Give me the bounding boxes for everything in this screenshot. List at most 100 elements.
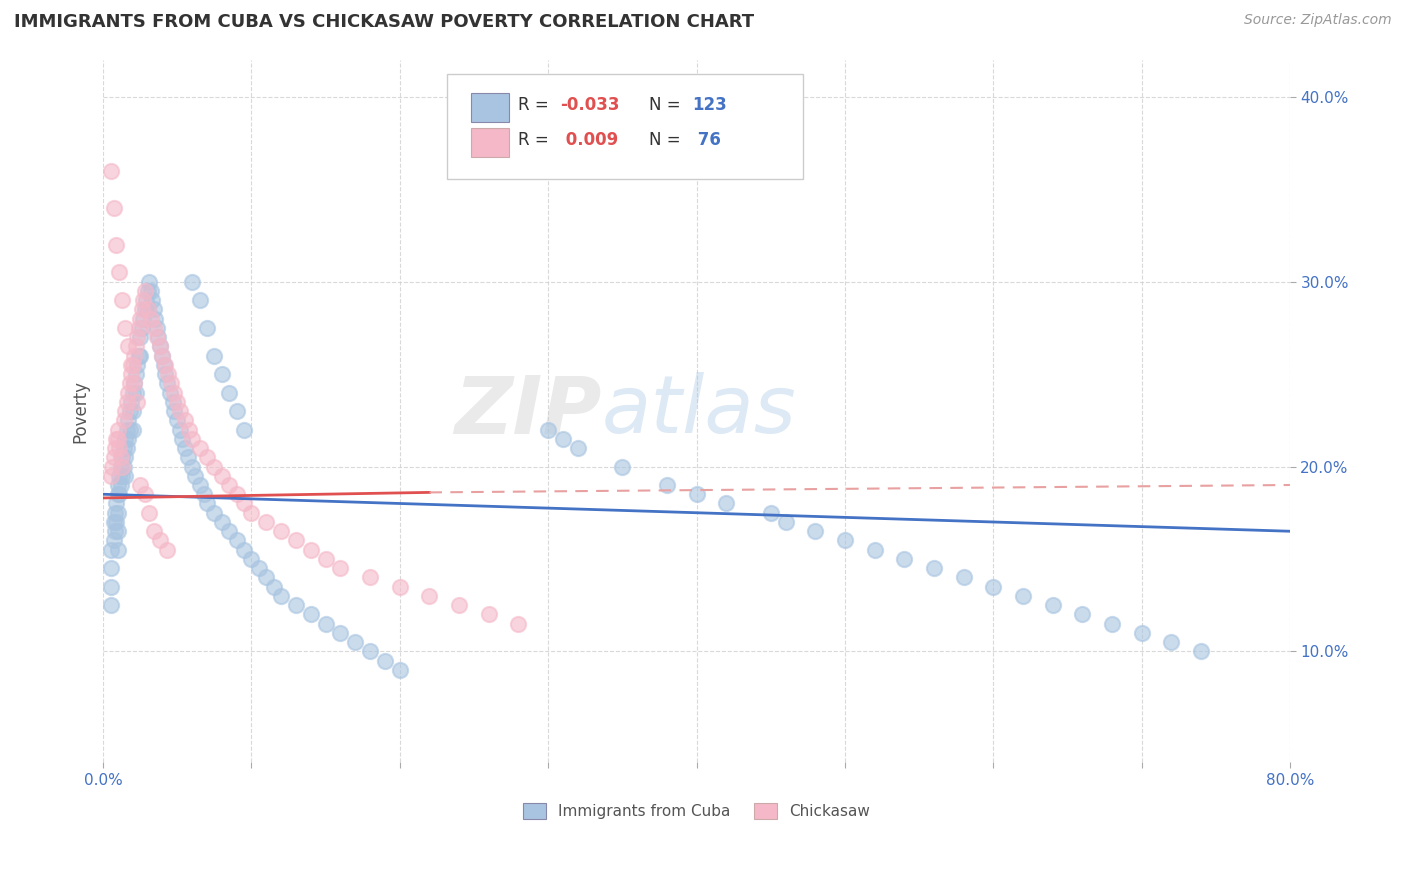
Point: [114, 404, 136, 418]
Point: [163, 404, 186, 418]
Point: [135, 293, 157, 307]
Point: [111, 293, 134, 307]
Point: [551, 432, 574, 446]
FancyBboxPatch shape: [447, 74, 803, 179]
Point: [121, 423, 143, 437]
Text: IMMIGRANTS FROM CUBA VS CHICKASAW POVERTY CORRELATION CHART: IMMIGRANTS FROM CUBA VS CHICKASAW POVERT…: [14, 13, 754, 31]
Point: [124, 376, 146, 391]
Point: [134, 302, 156, 317]
Point: [374, 654, 396, 668]
Point: [863, 542, 886, 557]
Point: [100, 561, 122, 575]
Point: [139, 311, 162, 326]
Point: [254, 570, 277, 584]
Point: [359, 644, 381, 658]
Point: [160, 376, 183, 391]
Point: [299, 607, 322, 622]
Point: [105, 496, 128, 510]
Point: [162, 394, 184, 409]
Point: [173, 441, 195, 455]
Point: [315, 552, 337, 566]
Point: [104, 441, 127, 455]
Point: [202, 506, 225, 520]
Point: [211, 515, 233, 529]
Point: [127, 358, 149, 372]
Point: [100, 468, 122, 483]
Point: [107, 432, 129, 446]
Point: [107, 487, 129, 501]
Point: [478, 607, 501, 622]
Point: [169, 423, 191, 437]
Point: [1101, 616, 1123, 631]
Point: [775, 515, 797, 529]
Point: [685, 487, 707, 501]
Point: [1189, 644, 1212, 658]
Point: [105, 515, 128, 529]
Point: [247, 561, 270, 575]
Point: [537, 423, 560, 437]
Point: [1160, 635, 1182, 649]
Point: [114, 432, 136, 446]
Point: [121, 358, 143, 372]
Point: [129, 311, 152, 326]
Point: [157, 367, 180, 381]
Text: R =: R =: [519, 131, 554, 150]
Point: [1130, 626, 1153, 640]
Point: [129, 330, 152, 344]
Point: [195, 450, 218, 465]
Point: [142, 320, 165, 334]
Point: [118, 423, 141, 437]
Point: [103, 515, 125, 529]
Point: [193, 487, 215, 501]
Point: [270, 589, 292, 603]
Point: [181, 459, 204, 474]
Point: [952, 570, 974, 584]
Point: [359, 570, 381, 584]
Point: [612, 459, 634, 474]
Point: [114, 450, 136, 465]
Point: [152, 349, 174, 363]
Point: [103, 201, 125, 215]
Point: [170, 432, 193, 446]
Point: [121, 385, 143, 400]
Point: [114, 320, 136, 334]
Point: [270, 524, 292, 539]
Point: [100, 163, 122, 178]
Point: [188, 293, 211, 307]
Point: [418, 589, 440, 603]
Point: [100, 580, 122, 594]
Point: [285, 598, 308, 612]
Text: Source: ZipAtlas.com: Source: ZipAtlas.com: [1244, 13, 1392, 28]
Point: [136, 302, 159, 317]
Point: [112, 413, 135, 427]
Point: [117, 413, 139, 427]
Point: [388, 580, 411, 594]
Legend: Immigrants from Cuba, Chickasaw: Immigrants from Cuba, Chickasaw: [517, 797, 876, 825]
Point: [181, 432, 204, 446]
Point: [567, 441, 589, 455]
Point: [240, 506, 263, 520]
Point: [225, 404, 247, 418]
Point: [508, 616, 530, 631]
Point: [211, 367, 233, 381]
Point: [108, 441, 131, 455]
Point: [104, 524, 127, 539]
Point: [181, 275, 204, 289]
Point: [114, 468, 136, 483]
Point: [179, 423, 201, 437]
Point: [110, 459, 132, 474]
Point: [145, 330, 167, 344]
Text: 76: 76: [692, 131, 721, 150]
Point: [449, 598, 471, 612]
Point: [804, 524, 827, 539]
Point: [225, 533, 247, 548]
Point: [136, 302, 159, 317]
Text: N =: N =: [650, 96, 686, 114]
Point: [103, 533, 125, 548]
Point: [893, 552, 915, 566]
Point: [107, 423, 129, 437]
Point: [112, 459, 135, 474]
Point: [131, 302, 153, 317]
Text: 0.009: 0.009: [560, 131, 619, 150]
Point: [108, 468, 131, 483]
